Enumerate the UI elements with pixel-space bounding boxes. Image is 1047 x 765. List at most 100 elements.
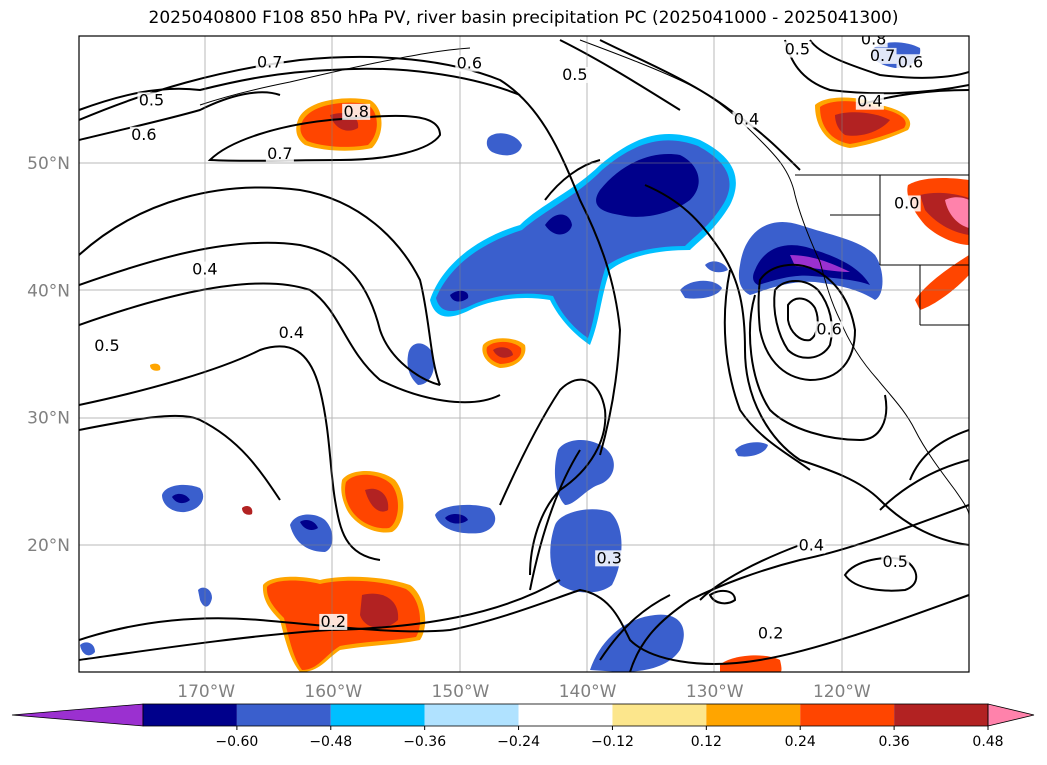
contour-label-bg (797, 537, 826, 554)
contour-label: 0.7 (870, 46, 895, 65)
coastlines (199, 39, 969, 516)
pv-contour (79, 91, 281, 141)
lat-tick-label: 50°N (27, 154, 70, 174)
colorbar-tick-label: 0.12 (691, 734, 722, 750)
colorbar-tick-label: −0.48 (309, 734, 352, 750)
contour-label-bg (137, 92, 166, 109)
contour-label-bg (896, 54, 925, 71)
contour-label-bg (255, 54, 284, 71)
contour-label-bg (129, 126, 158, 143)
contour-label: 0.3 (596, 548, 621, 567)
lon-tick-label: 130°W (686, 682, 744, 702)
lon-tick-label: 170°W (177, 682, 235, 702)
pv-contour (708, 589, 737, 605)
pv-contour (79, 414, 281, 501)
contour-label-bg (190, 261, 219, 278)
contour-label-bg (881, 554, 910, 571)
lat-tick-labels: 20°N 30°N 40°N 50°N (27, 154, 70, 556)
lon-tick-label: 150°W (432, 682, 490, 702)
colorbar-segment (424, 704, 519, 726)
negative-pc-subtropics (554, 439, 614, 505)
contour-label: 0.5 (139, 90, 164, 109)
lat-tick-label: 30°N (27, 409, 70, 429)
lat-tick-label: 40°N (27, 281, 70, 301)
pv-contours (79, 39, 969, 672)
pv-contour (79, 55, 622, 456)
contour-label-bg (595, 550, 624, 567)
colorbar: −0.60 −0.48 −0.36 −0.24 −0.12 0.12 0.24 0.36 0.4… (11, 703, 1035, 750)
contour-label: 0.5 (562, 65, 587, 84)
contour-label-bg (892, 195, 921, 212)
contour-label-bg (455, 55, 484, 72)
pv-contour (629, 504, 969, 672)
pv-contour (79, 282, 501, 404)
colorbar-tick-label: −0.12 (591, 734, 634, 750)
colorbar-segment (894, 704, 988, 726)
colorbar-tick-label: −0.36 (403, 734, 446, 750)
contour-label-bg (277, 325, 306, 342)
colorbar-tick-label: −0.24 (497, 734, 540, 750)
contour-labels: 0.50.60.70.80.70.60.50.40.50.80.7 0.60.40… (92, 29, 925, 642)
pv-contour (544, 159, 601, 201)
contour-label: 0.6 (816, 319, 841, 338)
contour-label-bg (815, 321, 844, 338)
colorbar-segment (330, 704, 425, 726)
contour-label: 0.6 (898, 52, 923, 71)
coastline-north-america (579, 39, 969, 516)
contour-label-bg (868, 47, 897, 64)
colorbar-extend-low (11, 703, 144, 727)
lon-tick-label: 160°W (304, 682, 362, 702)
lon-tick-label: 120°W (813, 682, 871, 702)
pv-contour (909, 429, 969, 481)
contour-label-bg (265, 145, 294, 162)
contour-label: 0.8 (343, 102, 368, 121)
contour-label: 0.4 (279, 323, 304, 342)
pv-contour (499, 378, 607, 576)
colorbar-tick-label: 0.36 (879, 734, 910, 750)
colorbar-segment (143, 704, 237, 726)
pv-contour (843, 557, 918, 592)
coastline-alaska (199, 47, 471, 106)
pv-contour (723, 269, 811, 471)
contour-label-bg (855, 93, 884, 110)
pv-contour (79, 345, 381, 561)
contour-label-bg (859, 36, 888, 48)
state-borders (830, 175, 969, 326)
contour-label: 0.4 (857, 92, 882, 111)
colorbar-outline (142, 703, 989, 727)
colorbar-tick-label: −0.60 (215, 734, 258, 750)
lon-tick-label: 140°W (559, 682, 617, 702)
pv-contour (773, 280, 833, 359)
contour-label: 0.0 (894, 193, 919, 212)
contour-label: 0.5 (883, 552, 908, 571)
contour-label: 0.7 (267, 144, 292, 163)
lat-tick-label: 20°N (27, 536, 70, 556)
contour-label: 0.5 (94, 336, 119, 355)
contour-label: 0.8 (861, 29, 886, 48)
pv-contour (79, 67, 521, 111)
pv-contour (699, 544, 801, 601)
pv-contour (809, 39, 969, 79)
pv-contour (559, 39, 681, 111)
pv-contour (757, 263, 857, 382)
colorbar-extend-high (987, 703, 1035, 727)
map-content: 0.50.60.70.80.70.60.50.40.50.80.7 0.60.40… (79, 29, 969, 672)
pv-contour (79, 579, 561, 661)
pv-contour (79, 186, 441, 386)
colorbar-tick-label: 0.48 (972, 734, 1003, 750)
contour-label: 0.2 (321, 612, 346, 631)
pv-contour (79, 588, 969, 665)
pv-contour (207, 114, 442, 162)
contour-label: 0.4 (799, 536, 824, 555)
colorbar-tick-label: 0.24 (785, 734, 816, 750)
colorbar-segment (612, 704, 707, 726)
lon-tick-labels: 170°W 160°W 150°W 140°W 130°W 120°W (177, 682, 871, 702)
pv-contour (749, 294, 888, 442)
contour-label: 0.5 (785, 40, 810, 59)
contour-label-bg (732, 111, 761, 128)
pv-contour (879, 459, 969, 511)
pv-contour (599, 594, 671, 661)
contour-label-bg (560, 66, 589, 83)
colorbar-segment (800, 704, 895, 726)
